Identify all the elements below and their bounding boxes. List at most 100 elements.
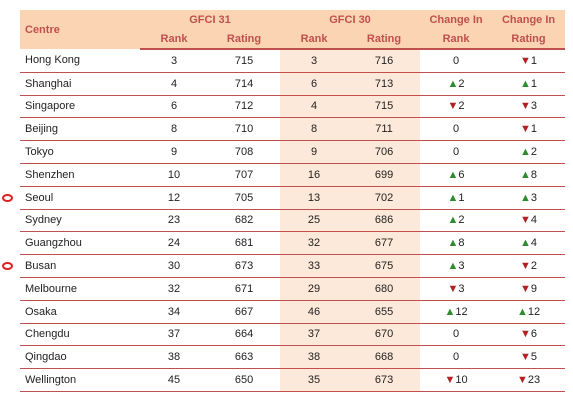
cell: 23 <box>140 209 208 233</box>
change-value: 6 <box>530 328 538 341</box>
centre-name: Qingdao <box>20 345 140 370</box>
table-header: Centre GFCI 31 GFCI 30 Change In Change … <box>20 10 566 50</box>
table-body: Hong Kong 3 715 3 716 0 ▼1 Shanghai 4 714 6 713 ▲2 ▲1… <box>20 49 566 392</box>
cell: 8 <box>280 117 349 142</box>
centre-name: Melbourne <box>20 277 140 301</box>
change-cell: ▲2 <box>492 140 566 164</box>
cell: 3 <box>140 49 208 73</box>
change-arrow: ▲ <box>520 168 531 181</box>
cell: 3 <box>280 49 349 73</box>
centre-name: Hong Kong <box>20 49 140 73</box>
header-cell: Change In <box>492 10 566 29</box>
header-row: Centre GFCI 31 GFCI 30 Change In Change … <box>20 10 566 49</box>
cell: 9 <box>140 140 208 164</box>
change-arrow: ▲ <box>520 146 531 159</box>
cell: 702 <box>348 186 421 210</box>
change-arrow: ▼ <box>520 214 531 227</box>
centre-name: Guangzhou <box>20 231 140 256</box>
cell: 30 <box>140 254 208 278</box>
cell: 677 <box>348 231 421 256</box>
centre-name: Tokyo <box>20 140 140 164</box>
cell: 24 <box>140 231 208 256</box>
cell: 682 <box>208 209 281 233</box>
change-cell: ▲3 <box>492 186 566 210</box>
centre-name: Singapore <box>20 95 140 119</box>
cell: 714 <box>208 72 281 96</box>
header-cell: Rank <box>420 29 493 50</box>
change-cell: ▼6 <box>492 323 566 347</box>
cell: 16 <box>280 163 349 187</box>
cell: 33 <box>280 254 349 278</box>
change-cell: ▼3 <box>492 95 566 119</box>
cell: 37 <box>280 323 349 347</box>
cell: 25 <box>280 209 349 233</box>
cell: 650 <box>208 368 281 392</box>
cell: 13 <box>280 186 349 210</box>
header-cell: Rating <box>208 29 281 50</box>
table-row: Melbourne 32 671 29 680 ▼3 ▼9 <box>20 277 566 301</box>
change-value: 9 <box>530 282 538 295</box>
cell: 675 <box>348 254 421 278</box>
cell: 12 <box>140 186 208 210</box>
header-cell: Centre <box>20 10 140 49</box>
change-arrow: ▲ <box>447 237 459 250</box>
change-arrow: ▲ <box>520 191 531 204</box>
highlight-circle <box>2 262 13 271</box>
cell: 34 <box>140 300 208 324</box>
cell: 29 <box>280 277 349 301</box>
cell: 681 <box>208 231 281 256</box>
header-cell: GFCI 30 <box>280 10 421 29</box>
header-cell: Change In <box>420 10 493 29</box>
change-cell: ▲12 <box>492 300 566 324</box>
cell: 671 <box>208 277 281 301</box>
cell: 707 <box>208 163 281 187</box>
change-arrow: ▼ <box>520 100 531 113</box>
cell: 35 <box>280 368 349 392</box>
centre-name: Seoul <box>20 186 140 210</box>
cell: 32 <box>280 231 349 256</box>
table-row: Beijing 8 710 8 711 0 ▼1 <box>20 117 566 142</box>
change-arrow: ▲ <box>520 77 531 90</box>
change-value: 12 <box>455 305 468 318</box>
change-value: 8 <box>458 237 465 250</box>
cell: 4 <box>280 95 349 119</box>
change-cell: ▼2 <box>420 95 493 119</box>
change-value: 10 <box>455 374 468 387</box>
cell: 711 <box>348 117 421 142</box>
cell: 680 <box>348 277 421 301</box>
change-value: 3 <box>530 100 538 113</box>
change-cell: ▲1 <box>492 72 566 96</box>
change-cell: ▲6 <box>420 163 493 187</box>
cell: 6 <box>140 95 208 119</box>
centre-name: Wellington <box>20 368 140 392</box>
cell: 710 <box>208 117 281 142</box>
cell: 37 <box>140 323 208 347</box>
header-cell: Rank <box>140 29 208 50</box>
change-arrow: ▼ <box>447 282 459 295</box>
change-value: 6 <box>458 168 465 181</box>
header-cell: Rating <box>492 29 566 50</box>
cell: 10 <box>140 163 208 187</box>
cell: 686 <box>348 209 421 233</box>
change-arrow: ▲ <box>447 168 459 181</box>
cell: 0 <box>420 345 493 370</box>
table-row: Singapore 6 712 4 715 ▼2 ▼3 <box>20 95 566 119</box>
cell: 0 <box>420 140 493 164</box>
cell: 713 <box>348 72 421 96</box>
change-value: 3 <box>458 260 465 273</box>
centre-name: Sydney <box>20 209 140 233</box>
table-row: Sydney 23 682 25 686 ▲2 ▼4 <box>20 209 566 233</box>
cell: 655 <box>348 300 421 324</box>
change-arrow: ▼ <box>516 374 528 387</box>
change-cell: ▼10 <box>420 368 493 392</box>
change-cell: ▲2 <box>420 209 493 233</box>
cell: 712 <box>208 95 281 119</box>
change-value: 8 <box>530 168 538 181</box>
change-arrow: ▲ <box>516 305 528 318</box>
cell: 699 <box>348 163 421 187</box>
cell: 8 <box>140 117 208 142</box>
change-value: 1 <box>530 54 538 67</box>
change-value: 1 <box>530 123 538 136</box>
cell: 0 <box>420 117 493 142</box>
